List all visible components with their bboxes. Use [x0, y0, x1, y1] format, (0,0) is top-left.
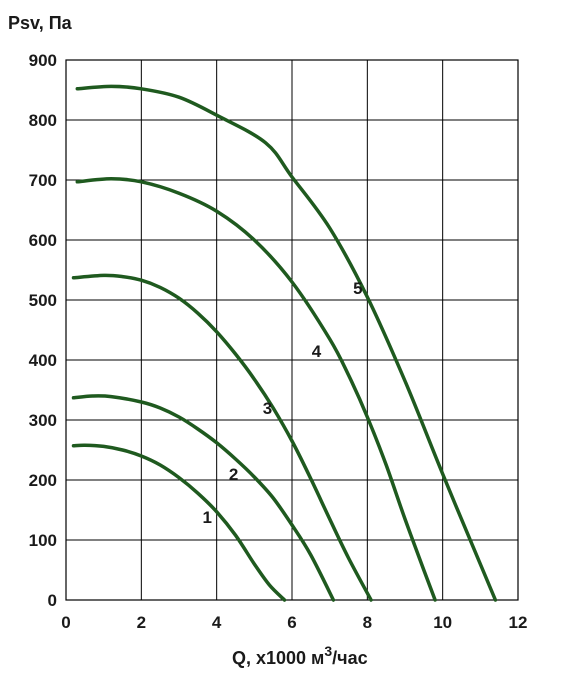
y-tick-label: 0 [48, 591, 57, 610]
curve-3 [71, 273, 373, 602]
curve-label-2: 2 [229, 465, 238, 484]
x-axis-label-superscript: 3 [324, 643, 332, 659]
x-tick-label: 4 [212, 613, 222, 632]
y-tick-label: 200 [29, 471, 57, 490]
y-tick-label: 100 [29, 531, 57, 550]
y-axis-label: Psv, Па [8, 13, 73, 33]
x-tick-label: 2 [137, 613, 146, 632]
y-tick-label: 300 [29, 411, 57, 430]
x-tick-label: 0 [61, 613, 70, 632]
x-tick-label: 6 [287, 613, 296, 632]
x-axis-label: Q, x1000 м3/час [232, 643, 368, 668]
plot-frame [65, 59, 519, 601]
curve-label-3: 3 [263, 399, 272, 418]
x-axis-label-main: Q, x1000 м [232, 648, 324, 668]
curve-2 [71, 394, 336, 602]
y-tick-label: 400 [29, 351, 57, 370]
y-tick-label: 800 [29, 111, 57, 130]
y-tick-label: 700 [29, 171, 57, 190]
x-axis-label-unit: /час [332, 648, 367, 668]
y-tick-label: 500 [29, 291, 57, 310]
x-tick-labels: 0 2 4 6 8 10 12 [61, 613, 527, 632]
curve-label-4: 4 [312, 342, 322, 361]
curve-4 [75, 177, 437, 602]
y-tick-labels: 0 100 200 300 400 500 600 700 800 900 [29, 51, 57, 610]
grid-lines [65, 59, 519, 601]
curve-label-1: 1 [203, 508, 212, 527]
curve-label-5: 5 [353, 279, 362, 298]
curve-1 [71, 443, 287, 602]
curve-labels: 1 2 3 4 5 [203, 279, 363, 527]
y-tick-label: 900 [29, 51, 57, 70]
curve-5 [75, 84, 498, 602]
y-tick-label: 600 [29, 231, 57, 250]
x-tick-label: 8 [363, 613, 372, 632]
x-tick-label: 10 [433, 613, 452, 632]
x-tick-label: 12 [509, 613, 528, 632]
performance-curves [71, 84, 498, 602]
